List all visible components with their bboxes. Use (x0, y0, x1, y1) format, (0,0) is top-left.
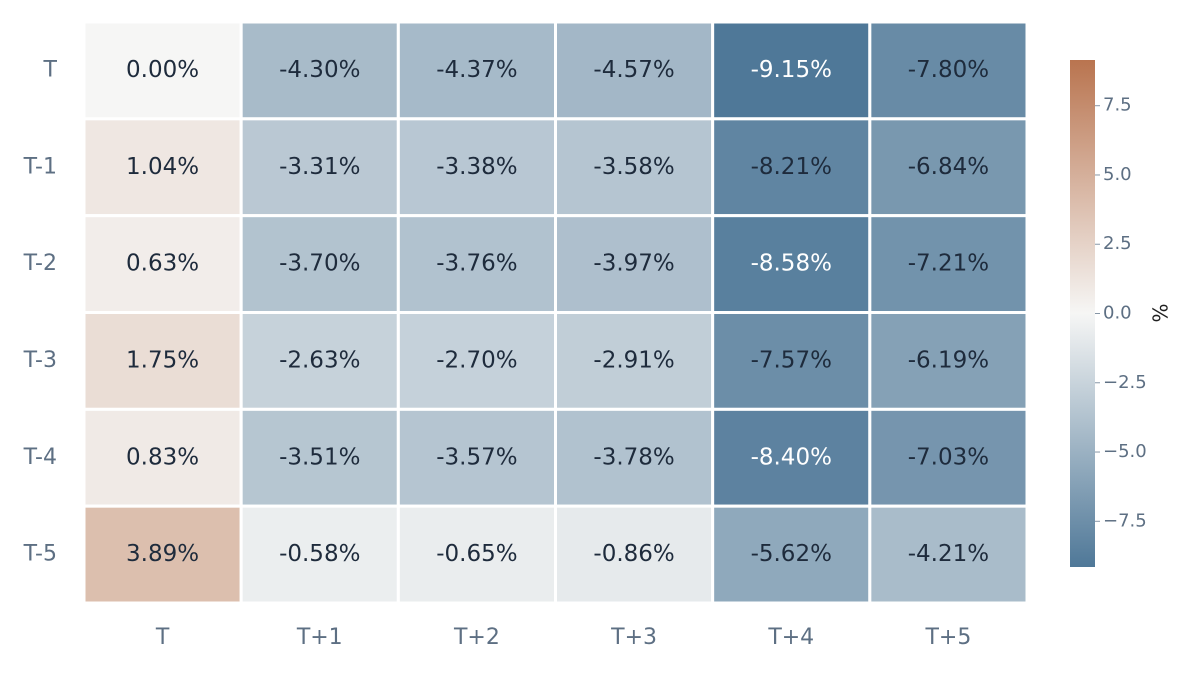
cell-label: -0.58% (279, 541, 360, 567)
cell-label: -6.19% (908, 347, 989, 373)
x-axis-tick-labels: T T+1 T+2 T+3 T+4 T+5 (155, 625, 971, 650)
colorbar-gradient (1070, 60, 1095, 567)
heatmap-cell (554, 504, 715, 605)
cell-label: -2.70% (436, 347, 517, 373)
colorbar: 7.5 5.0 2.5 0.0 −2.5 −5.0 −7.5 % (1070, 60, 1172, 567)
heatmap-cell (554, 117, 715, 218)
cell-label: 0.63% (126, 251, 199, 277)
y-axis-tick-labels: T T-1 T-2 T-3 T-4 T-5 (23, 57, 58, 566)
y-tick-label: T-5 (23, 542, 57, 567)
heatmap-cell (711, 214, 872, 315)
cell-label: -7.57% (751, 347, 832, 373)
heatmap-cell (868, 407, 1029, 508)
cell-label: -5.62% (751, 541, 832, 567)
colorbar-label: % (1148, 303, 1172, 322)
cell-label: 3.89% (126, 541, 199, 567)
colorbar-ticks: 7.5 5.0 2.5 0.0 −2.5 −5.0 −7.5 (1095, 95, 1147, 531)
heatmap-cell (239, 214, 400, 315)
heatmap-cell (82, 504, 243, 605)
heatmap-cell (239, 117, 400, 218)
colorbar-tick-label: 7.5 (1103, 95, 1132, 116)
heatmap-cells: 0.00% -4.30% -4.37% -4.57% -9.15% -7.80% 1.04%… (82, 20, 1029, 605)
colorbar-tick-label: 2.5 (1103, 233, 1132, 254)
cell-label: -4.30% (279, 57, 360, 83)
cell-label: -3.97% (593, 251, 674, 277)
cell-label: -3.51% (279, 444, 360, 470)
heatmap-cell (239, 20, 400, 121)
cell-label: 1.04% (126, 154, 199, 180)
cell-label: -3.38% (436, 154, 517, 180)
cell-label: -3.58% (593, 154, 674, 180)
x-tick-label: T+5 (924, 625, 971, 650)
heatmap-cell (554, 311, 715, 411)
colorbar-tick-label: 5.0 (1103, 164, 1132, 185)
colorbar-tick-label: −7.5 (1103, 510, 1147, 531)
cell-label: -4.57% (593, 57, 674, 83)
cell-label: -3.78% (593, 444, 674, 470)
cell-label: -8.58% (751, 251, 832, 277)
heatmap-cell (82, 20, 243, 121)
cell-label: -3.70% (279, 251, 360, 277)
cell-label: -8.21% (751, 154, 832, 180)
cell-label: 0.83% (126, 444, 199, 470)
x-tick-label: T+1 (296, 625, 343, 650)
cell-label: -0.86% (593, 541, 674, 567)
heatmap-cell (711, 504, 872, 605)
heatmap-cell (868, 214, 1029, 315)
cell-label: -2.63% (279, 347, 360, 373)
cell-label: -2.91% (593, 347, 674, 373)
x-tick-label: T (155, 625, 170, 650)
y-tick-label: T-4 (23, 445, 57, 470)
cell-label: -0.65% (436, 541, 517, 567)
heatmap-cell (868, 504, 1029, 605)
heatmap-cell (711, 311, 872, 411)
x-tick-label: T+2 (453, 625, 500, 650)
cell-label: 0.00% (126, 57, 199, 83)
cell-label: -7.21% (908, 251, 989, 277)
heatmap-cell (868, 117, 1029, 218)
heatmap-cell (711, 407, 872, 508)
cell-label: 1.75% (126, 347, 199, 373)
colorbar-tick-label: 0.0 (1103, 303, 1132, 324)
cell-label: -6.84% (908, 154, 989, 180)
cell-label: -3.76% (436, 251, 517, 277)
colorbar-tick-label: −2.5 (1103, 372, 1147, 393)
y-tick-label: T-3 (23, 348, 57, 373)
heatmap-cell (239, 311, 400, 411)
heatmap-cell (868, 311, 1029, 411)
heatmap-cell (868, 20, 1029, 121)
x-tick-label: T+4 (767, 625, 814, 650)
colorbar-tick-label: −5.0 (1103, 441, 1147, 462)
y-tick-label: T (43, 57, 58, 82)
cell-label: -8.40% (751, 444, 832, 470)
heatmap-cell (396, 311, 558, 411)
heatmap-cell (82, 311, 243, 411)
y-tick-label: T-1 (23, 154, 57, 179)
heatmap-cell (554, 214, 715, 315)
cell-label: -4.21% (908, 541, 989, 567)
cell-label: -7.80% (908, 57, 989, 83)
cell-label: -7.03% (908, 444, 989, 470)
x-tick-label: T+3 (610, 625, 657, 650)
cell-label: -3.31% (279, 154, 360, 180)
heatmap-cell (554, 407, 715, 508)
cell-label: -4.37% (436, 57, 517, 83)
cell-label: -3.57% (436, 444, 517, 470)
y-tick-label: T-2 (23, 251, 57, 276)
heatmap-cell (396, 407, 558, 508)
cell-label: -9.15% (751, 57, 832, 83)
